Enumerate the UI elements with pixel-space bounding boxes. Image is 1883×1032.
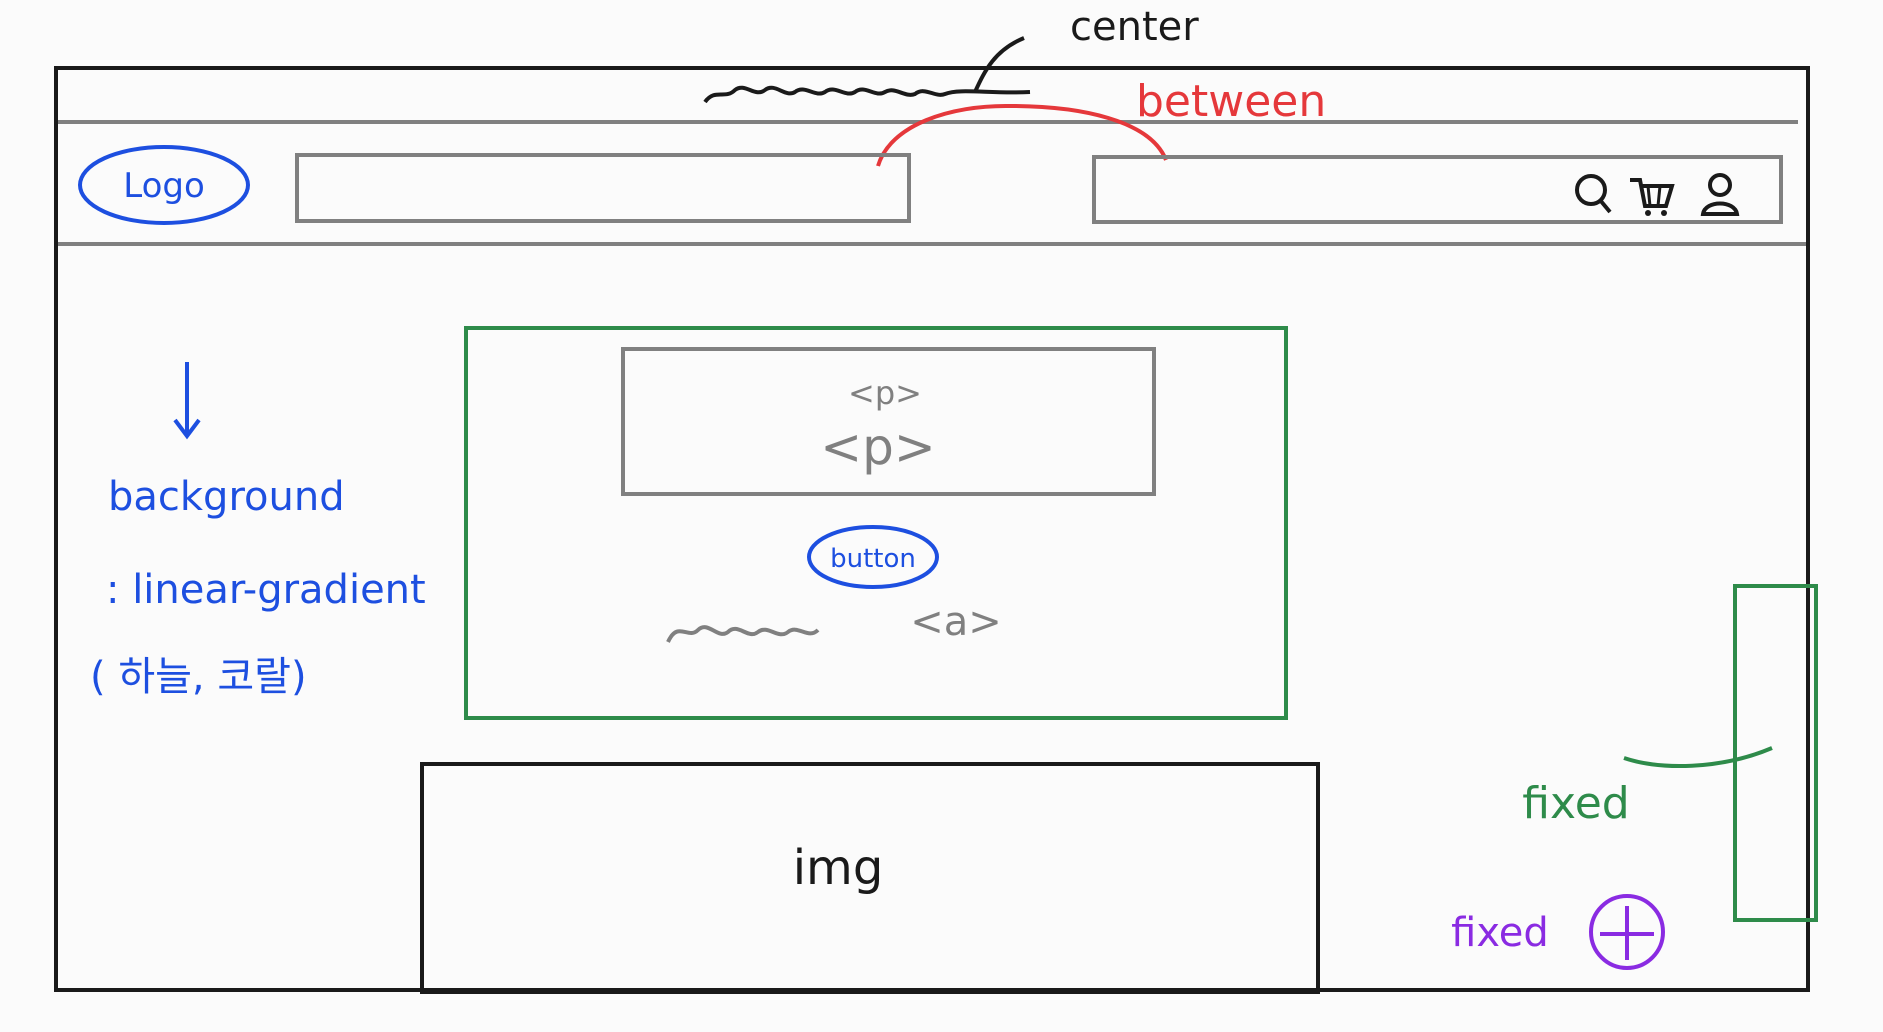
hero-paragraph-2: <p> bbox=[820, 418, 936, 476]
fixed-sidebar[interactable] bbox=[1733, 584, 1818, 922]
background-note-line3: ( 하늘, 코랄) bbox=[90, 654, 307, 700]
hero-section bbox=[464, 326, 1288, 720]
search-icon[interactable] bbox=[1575, 174, 1612, 214]
background-note-line1: background bbox=[108, 474, 345, 520]
cart-icon[interactable] bbox=[1630, 178, 1675, 216]
image-label: img bbox=[793, 840, 884, 896]
hero-text-box bbox=[621, 347, 1156, 496]
logo[interactable]: Logo bbox=[78, 145, 250, 225]
fixed-sidebar-pointer bbox=[1623, 746, 1773, 768]
image-placeholder bbox=[420, 762, 1320, 994]
background-note-line2: : linear-gradient bbox=[106, 567, 426, 613]
fixed-button-annotation: fixed bbox=[1451, 910, 1549, 956]
hero-button[interactable]: button bbox=[807, 525, 939, 589]
header-nav-box[interactable] bbox=[295, 153, 911, 223]
plus-icon[interactable] bbox=[1589, 894, 1665, 970]
down-arrow-icon bbox=[173, 362, 201, 440]
hero-button-label: button bbox=[830, 544, 916, 574]
between-arc bbox=[876, 103, 1168, 167]
center-annotation: center bbox=[1070, 4, 1199, 50]
hero-paragraph-1: <p> bbox=[848, 374, 922, 412]
center-pointer-line bbox=[973, 36, 1025, 93]
hero-text-scribble bbox=[666, 625, 820, 643]
between-annotation: between bbox=[1136, 76, 1326, 127]
logo-label: Logo bbox=[123, 166, 205, 206]
fixed-sidebar-annotation: fixed bbox=[1522, 778, 1629, 829]
hero-link[interactable]: <a> bbox=[910, 599, 1002, 645]
header-utility-box[interactable] bbox=[1092, 155, 1783, 224]
user-icon[interactable] bbox=[1700, 173, 1740, 216]
page-frame bbox=[54, 66, 1810, 992]
center-scribble bbox=[703, 85, 1031, 104]
